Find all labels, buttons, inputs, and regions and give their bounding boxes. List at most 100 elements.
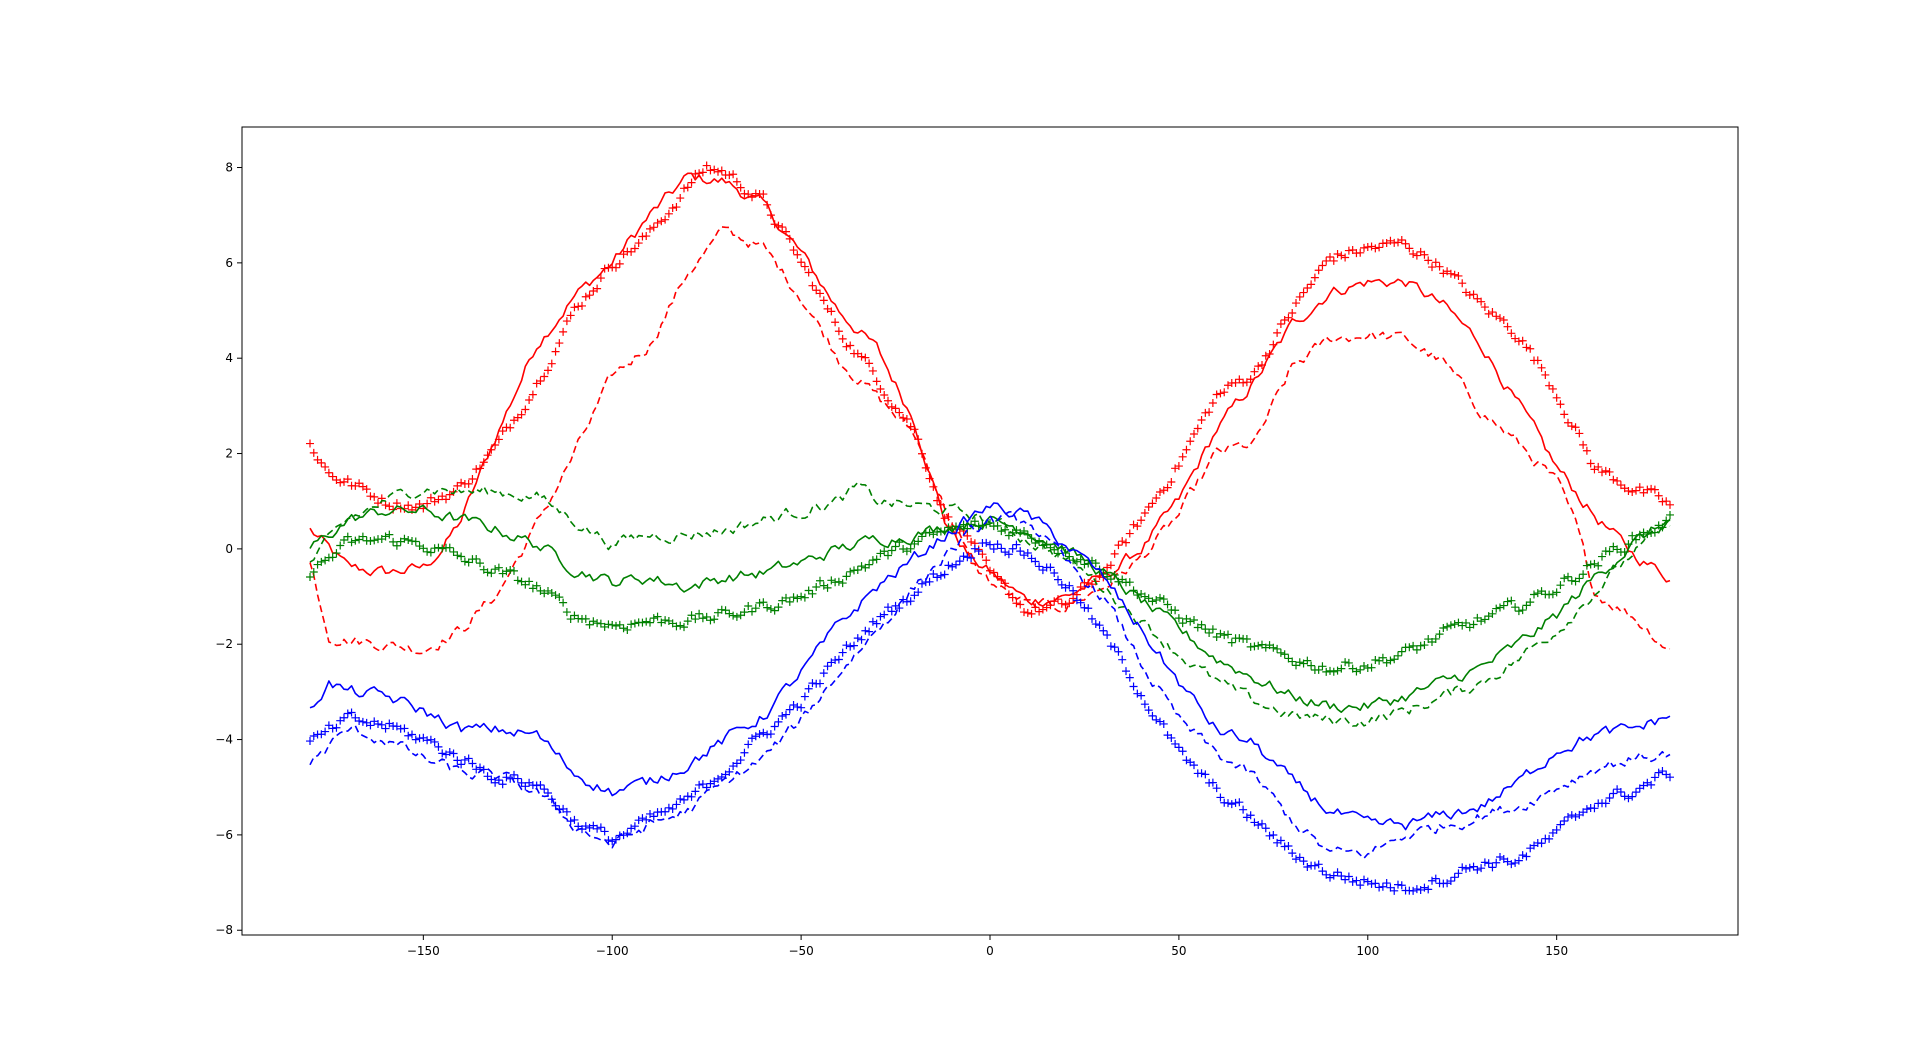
data-point: [1129, 682, 1138, 691]
data-point: [729, 170, 738, 179]
series-red-plus: [306, 161, 1674, 618]
data-point: [1499, 316, 1508, 325]
data-point: [498, 427, 507, 436]
data-point: [1560, 817, 1569, 826]
data-point: [1480, 858, 1489, 867]
data-point: [381, 532, 390, 541]
data-point: [797, 592, 806, 601]
data-point: [547, 795, 556, 804]
data-point: [1265, 349, 1274, 358]
data-point: [676, 794, 685, 803]
data-point: [468, 475, 477, 484]
data-point: [906, 544, 915, 553]
data-point: [389, 505, 398, 514]
series-line: [309, 502, 1671, 831]
data-point: [1091, 559, 1100, 568]
data-point: [453, 756, 462, 765]
data-point: [1522, 601, 1531, 610]
data-point: [619, 624, 628, 633]
data-point: [816, 679, 824, 688]
data-point: [1344, 658, 1353, 667]
data-point: [974, 522, 983, 531]
data-point: [449, 487, 458, 496]
data-point: [1632, 486, 1640, 495]
data-point: [725, 609, 734, 618]
data-point: [823, 662, 832, 671]
y-tick-label: −4: [215, 733, 233, 747]
data-point: [581, 292, 590, 301]
data-point: [581, 822, 590, 831]
data-point: [544, 586, 552, 595]
data-point: [740, 748, 749, 757]
data-point: [1288, 308, 1297, 317]
data-point: [1458, 279, 1467, 288]
data-point: [748, 193, 756, 202]
data-point: [842, 342, 851, 351]
data-point: [1424, 256, 1433, 265]
data-point: [857, 562, 866, 571]
data-point: [1465, 863, 1474, 872]
data-point: [1371, 879, 1380, 888]
data-point: [1654, 768, 1663, 777]
data-point: [593, 824, 602, 833]
data-point: [865, 627, 874, 636]
data-point: [309, 448, 318, 457]
data-point: [1666, 773, 1674, 782]
data-point: [748, 734, 756, 743]
data-point: [1046, 563, 1055, 572]
data-point: [502, 567, 511, 576]
data-point: [612, 621, 620, 630]
data-point: [1250, 642, 1259, 651]
data-point: [1201, 625, 1210, 634]
data-point: [1643, 530, 1652, 539]
data-point: [812, 583, 821, 592]
data-point: [861, 626, 870, 635]
data-point: [646, 618, 654, 627]
data-point: [1314, 860, 1323, 869]
data-point: [1322, 256, 1331, 265]
data-point: [1477, 864, 1486, 873]
data-point: [1148, 711, 1157, 720]
data-point: [683, 183, 692, 192]
data-point: [426, 735, 435, 744]
data-point: [1431, 634, 1440, 643]
data-point: [1564, 418, 1572, 427]
data-point: [1412, 645, 1421, 654]
data-point: [1473, 865, 1482, 874]
data-point: [770, 606, 779, 615]
data-point: [1647, 484, 1656, 493]
data-point: [419, 544, 428, 553]
plot-area: [306, 161, 1674, 895]
data-point: [457, 478, 466, 487]
data-point: [332, 723, 341, 732]
data-point: [457, 552, 466, 561]
data-point: [1038, 605, 1047, 614]
data-point: [1658, 523, 1667, 532]
data-point: [850, 641, 858, 650]
x-tick-label: −150: [407, 944, 440, 958]
data-point: [434, 742, 443, 751]
data-point: [1428, 263, 1436, 272]
data-point: [483, 451, 492, 460]
data-point: [317, 458, 326, 467]
data-point: [1628, 531, 1637, 540]
data-point: [834, 655, 843, 664]
data-point: [838, 648, 847, 657]
data-point: [351, 536, 360, 545]
data-point: [1076, 598, 1085, 607]
data-point: [1242, 813, 1251, 822]
data-point: [1337, 872, 1346, 880]
data-point: [1310, 861, 1319, 870]
data-point: [642, 815, 651, 824]
data-point: [1356, 248, 1365, 257]
data-point: [982, 556, 991, 565]
data-point: [1439, 269, 1448, 278]
data-point: [933, 496, 942, 505]
data-point: [506, 565, 515, 574]
data-point: [808, 281, 817, 290]
data-point: [706, 616, 715, 625]
data-point: [1133, 689, 1142, 698]
data-point: [1390, 886, 1399, 895]
x-tick-label: 0: [986, 944, 994, 958]
data-point: [891, 404, 900, 413]
